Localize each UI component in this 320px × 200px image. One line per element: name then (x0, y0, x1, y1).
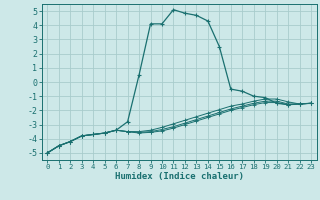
X-axis label: Humidex (Indice chaleur): Humidex (Indice chaleur) (115, 172, 244, 181)
